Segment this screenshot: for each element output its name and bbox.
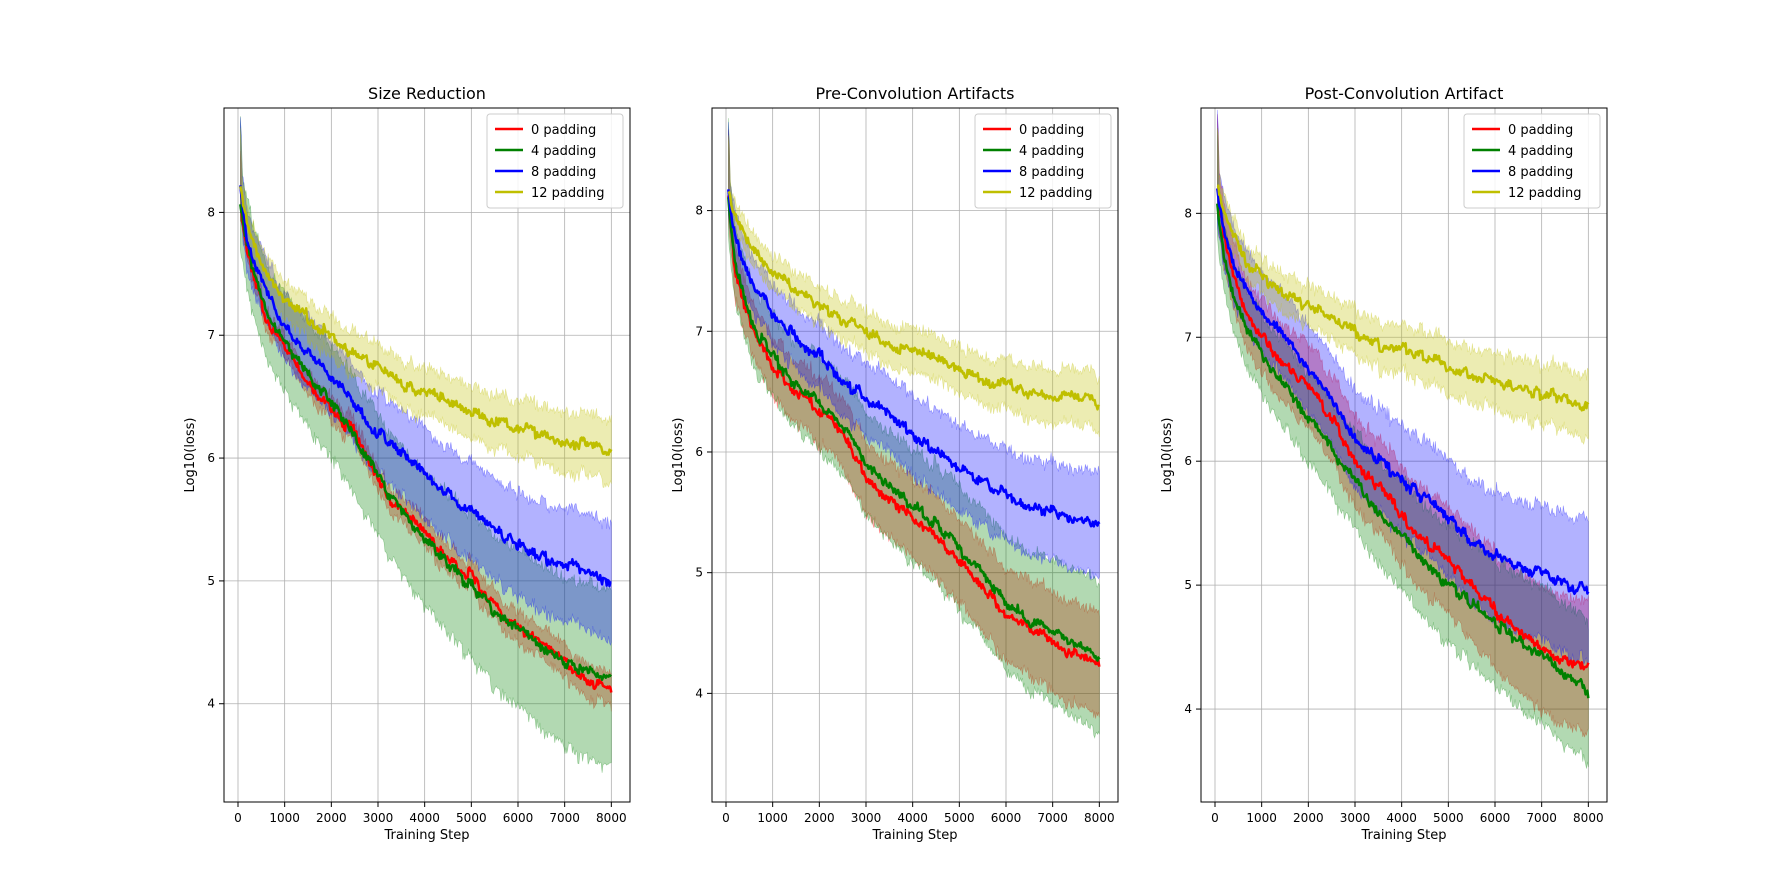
y-tick-label: 8	[695, 204, 703, 218]
x-axis-label: Training Step	[383, 828, 469, 843]
y-tick-label: 4	[1184, 702, 1192, 716]
line-4-padding	[1216, 203, 1590, 699]
legend-entry: 12 padding	[1019, 186, 1093, 201]
x-tick-label: 7000	[1037, 811, 1068, 825]
legend-entry: 4 padding	[531, 144, 596, 159]
y-tick-label: 7	[1184, 330, 1192, 344]
band-12-padding	[240, 127, 612, 489]
y-tick-label: 4	[695, 686, 703, 700]
x-tick-label: 5000	[944, 811, 975, 825]
legend-entry: 12 padding	[531, 186, 605, 201]
x-tick-label: 3000	[851, 811, 882, 825]
band-12-padding	[728, 135, 1100, 438]
x-tick-label: 2000	[1293, 811, 1324, 825]
subplot-2: 0 1000 2000 3000 4000 5000 6000 7000 8000 4 5 6 7 8 Pr…	[671, 84, 1119, 843]
x-tick-label: 1000	[1246, 811, 1277, 825]
y-axis-label: Log10(loss)	[1160, 417, 1175, 492]
legend: 0 padding 4 padding 8 padding 12 padding	[1463, 113, 1601, 209]
band-0-padding	[728, 129, 1100, 719]
legend-entry: 4 padding	[1508, 144, 1573, 159]
y-tick-label: 6	[1184, 454, 1192, 468]
y-tick-label: 7	[207, 328, 215, 342]
line-8-padding	[1216, 188, 1590, 596]
y-tick-label: 6	[695, 445, 703, 459]
subplot-1: 0 1000 2000 3000 4000 5000 6000 7000 8000 4 5 6 7 8 Si…	[183, 84, 631, 843]
band-0-padding	[1217, 114, 1589, 738]
band-4-padding	[728, 118, 1100, 739]
x-tick-label: 5000	[456, 811, 487, 825]
legend-entry: 12 padding	[1508, 186, 1582, 201]
line-4-padding	[239, 204, 613, 681]
x-tick-label: 1000	[757, 811, 788, 825]
axes-frame	[711, 107, 1119, 803]
x-tick-label: 4000	[409, 811, 440, 825]
x-axis-label: Training Step	[871, 828, 957, 843]
x-tick-label: 3000	[1340, 811, 1371, 825]
line-12-padding	[239, 186, 613, 456]
y-tick-label: 7	[695, 324, 703, 338]
x-tick-label: 2000	[316, 811, 347, 825]
x-tick-label: 4000	[1386, 811, 1417, 825]
x-tick-label: 5000	[1433, 811, 1464, 825]
band-8-padding	[728, 122, 1100, 580]
legend-entry: 0 padding	[531, 123, 596, 138]
y-tick-label: 8	[207, 205, 215, 219]
x-tick-label: 7000	[1526, 811, 1557, 825]
band-4-padding	[240, 116, 612, 773]
x-tick-label: 7000	[549, 811, 580, 825]
x-tick-label: 6000	[991, 811, 1022, 825]
legend-entry: 8 padding	[1019, 165, 1084, 180]
x-tick-label: 8000	[1573, 811, 1604, 825]
chart-title: Size Reduction	[368, 84, 486, 103]
x-tick-label: 8000	[596, 811, 627, 825]
legend-entry: 4 padding	[1019, 144, 1084, 159]
x-tick-label: 0	[234, 811, 242, 825]
legend-entry: 8 padding	[1508, 165, 1573, 180]
line-4-padding	[727, 197, 1101, 662]
band-12-padding	[1217, 128, 1589, 446]
axes-frame	[1200, 107, 1608, 803]
y-tick-label: 5	[1184, 578, 1192, 592]
band-8-padding	[1217, 109, 1589, 668]
x-axis-label: Training Step	[1360, 828, 1446, 843]
x-tick-label: 8000	[1084, 811, 1115, 825]
legend: 0 padding 4 padding 8 padding 12 padding	[486, 113, 624, 209]
x-tick-label: 4000	[897, 811, 928, 825]
band-0-padding	[240, 150, 612, 712]
chart-title: Pre-Convolution Artifacts	[816, 84, 1015, 103]
x-tick-label: 2000	[804, 811, 835, 825]
y-axis-label: Log10(loss)	[183, 417, 198, 492]
line-0-padding	[727, 195, 1101, 667]
line-12-padding	[1216, 184, 1590, 412]
x-tick-label: 0	[1211, 811, 1219, 825]
y-tick-label: 8	[1184, 206, 1192, 220]
line-8-padding	[727, 189, 1101, 528]
subplot-3: 0 1000 2000 3000 4000 5000 6000 7000 8000 4 5 6 7 8 Po…	[1160, 84, 1608, 843]
line-12-padding	[727, 190, 1101, 411]
x-tick-label: 3000	[363, 811, 394, 825]
line-0-padding	[239, 206, 613, 693]
chart-title: Post-Convolution Artifact	[1305, 84, 1504, 103]
y-tick-label: 6	[207, 451, 215, 465]
x-tick-label: 6000	[503, 811, 534, 825]
x-tick-label: 1000	[269, 811, 300, 825]
y-axis-label: Log10(loss)	[671, 417, 686, 492]
x-tick-label: 0	[722, 811, 730, 825]
line-0-padding	[1216, 188, 1590, 671]
axes-frame	[223, 107, 631, 803]
legend-entry: 0 padding	[1508, 123, 1573, 138]
legend-entry: 0 padding	[1019, 123, 1084, 138]
legend-entry: 8 padding	[531, 165, 596, 180]
line-8-padding	[239, 185, 612, 588]
x-tick-label: 6000	[1480, 811, 1511, 825]
y-tick-label: 5	[207, 574, 215, 588]
y-tick-label: 5	[695, 566, 703, 580]
y-tick-label: 4	[207, 697, 215, 711]
legend: 0 padding 4 padding 8 padding 12 padding	[974, 113, 1112, 209]
